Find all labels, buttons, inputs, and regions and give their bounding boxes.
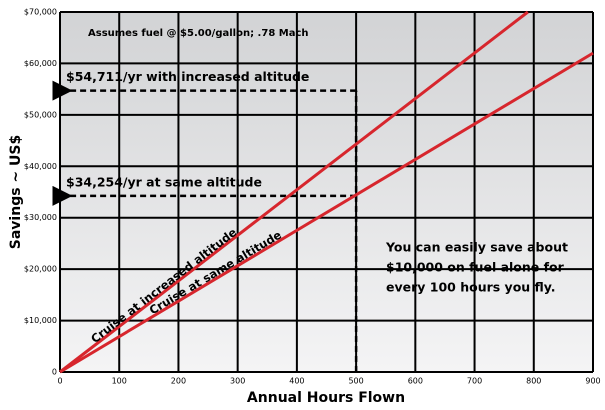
series-line — [59, 10, 529, 374]
x-tick-label: 600 — [408, 377, 423, 386]
x-tick-label: 500 — [348, 377, 363, 386]
note: Assumes fuel @ $5.00/gallon; .78 Mach — [88, 28, 309, 39]
x-tick-label: 700 — [467, 377, 482, 386]
y-tick-label: $50,000 — [24, 110, 57, 119]
y-tick-label: $60,000 — [24, 59, 57, 68]
x-tick-label: 800 — [526, 377, 541, 386]
y-tick-label: $20,000 — [24, 265, 57, 274]
plot-background — [60, 12, 593, 372]
x-tick-label: 400 — [289, 377, 304, 386]
x-tick-label: 200 — [171, 377, 186, 386]
reference-label: $54,711/yr with increased altitude — [66, 69, 309, 84]
callout-text: $10,000 on fuel alone for — [386, 260, 565, 275]
y-tick-label: 0 — [52, 368, 57, 377]
x-tick-label: 0 — [57, 377, 62, 386]
callout-text: every 100 hours you fly. — [386, 280, 556, 295]
y-tick-label: $10,000 — [24, 316, 57, 325]
reference-label: $34,254/yr at same altitude — [66, 174, 262, 189]
series-line — [59, 51, 594, 374]
y-tick-label: $40,000 — [24, 162, 57, 171]
y-tick-label: $30,000 — [24, 213, 57, 222]
callout-text: You can easily save about — [385, 240, 568, 255]
x-tick-label: 300 — [230, 377, 245, 386]
y-axis-label: Savings ~ US$ — [8, 135, 24, 249]
x-tick-label: 100 — [112, 377, 127, 386]
x-tick-label: 900 — [585, 377, 600, 386]
x-axis-label: Annual Hours Flown — [247, 390, 405, 406]
y-tick-label: $70,000 — [24, 8, 57, 17]
